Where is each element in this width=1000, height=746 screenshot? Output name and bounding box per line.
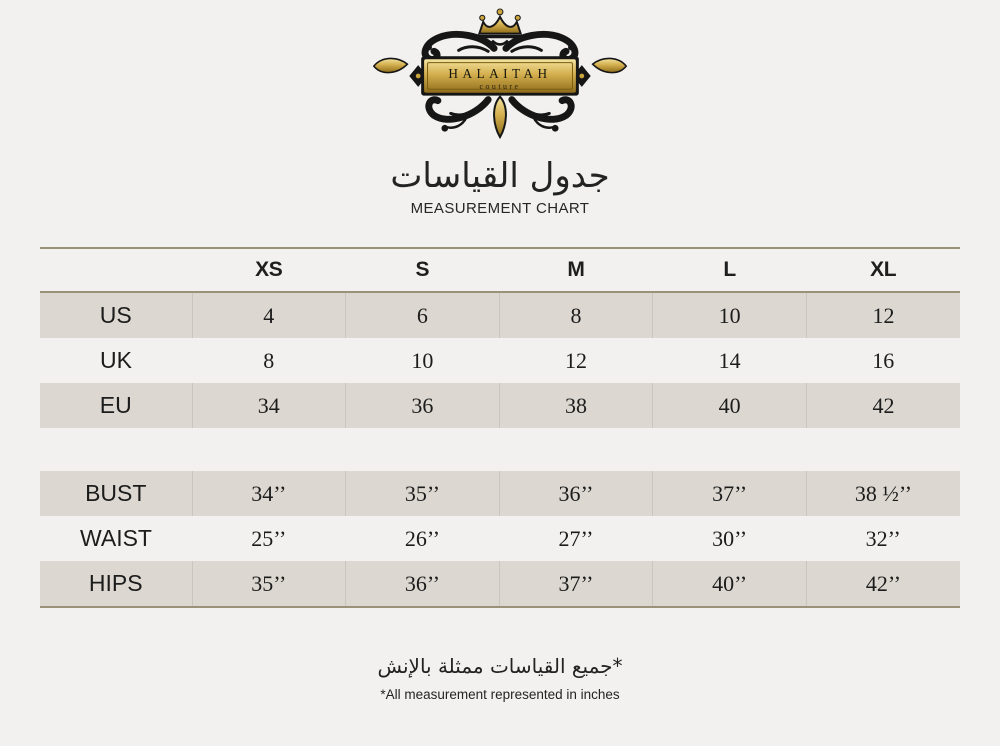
brand-logo: HALAITAH couture [0, 0, 1000, 147]
footnote-arabic: *جميع القياسات ممثلة بالإنش [377, 654, 623, 678]
lower-flourish-icon [425, 96, 575, 132]
crown-icon [477, 8, 523, 46]
cell-value: 37’’ [498, 561, 653, 608]
cell-value: 12 [564, 347, 587, 373]
table-row-us: US 4 6 8 10 12 [40, 292, 960, 338]
cell-value: 8 [263, 347, 275, 373]
measurement-table: XS S M L XL US 4 6 8 10 12 UK 8 10 12 14… [40, 247, 960, 608]
row-label: EU [99, 392, 132, 418]
logo-plaque: HALAITAH couture [421, 56, 579, 96]
size-header-xl: XL [806, 247, 960, 293]
row-label: UK [100, 347, 132, 373]
cell-value: 4 [191, 292, 346, 338]
halaitah-couture-logo-icon: HALAITAH couture [372, 8, 628, 140]
table-row-waist: WAIST 25’’ 26’’ 27’’ 30’’ 32’’ [40, 516, 960, 561]
cell-value: 14 [718, 347, 741, 373]
table-row-hips: HIPS 35’’ 36’’ 37’’ 40’’ 42’’ [40, 561, 960, 608]
row-label: US [99, 302, 132, 328]
size-header-row: XS S M L XL [40, 247, 960, 293]
footnote-english: *All measurement represented in inches [380, 687, 620, 702]
cell-value: 26’’ [404, 525, 440, 551]
cell-value: 40 [652, 383, 807, 428]
cell-value: 25’’ [251, 525, 287, 551]
table-row-uk: UK 8 10 12 14 16 [40, 338, 960, 383]
cell-value: 34’’ [191, 471, 346, 516]
logo-sub-text: couture [480, 82, 521, 91]
cell-value: 27’’ [558, 525, 594, 551]
size-header-m: M [499, 247, 653, 293]
cell-value: 38 [498, 383, 653, 428]
table-row-bust: BUST 34’’ 35’’ 36’’ 37’’ 38 ½’’ [40, 471, 960, 516]
cell-value: 10 [652, 292, 807, 338]
row-label: HIPS [40, 561, 192, 608]
size-header-empty-cell [40, 247, 192, 293]
cell-value: 6 [345, 292, 500, 338]
row-label: WAIST [80, 525, 152, 551]
cell-value: 38 ½’’ [805, 471, 960, 516]
size-header-xs: XS [192, 247, 346, 293]
cell-value: 34 [191, 383, 346, 428]
row-label: BUST [85, 480, 147, 506]
table-row-eu: EU 34 36 38 40 42 [40, 383, 960, 428]
page-title-english: MEASUREMENT CHART [410, 200, 590, 217]
cell-value: 30’’ [712, 525, 748, 551]
page-title-arabic: جدول القياسات [390, 156, 610, 196]
table-spacer-row [40, 428, 960, 471]
cell-value: 12 [805, 292, 960, 338]
cell-value: 42’’ [805, 561, 960, 608]
cell-value: 8 [498, 292, 653, 338]
size-header-s: S [345, 247, 500, 293]
cell-value: 35’’ [191, 561, 346, 608]
size-header-l: L [652, 247, 807, 293]
cell-value: 35’’ [345, 471, 500, 516]
cell-value: 36’’ [345, 561, 500, 608]
logo-brand-text: HALAITAH [448, 66, 551, 81]
cell-value: 40’’ [652, 561, 807, 608]
cell-value: 42 [805, 383, 960, 428]
cell-value: 37’’ [652, 471, 807, 516]
cell-value: 36’’ [498, 471, 653, 516]
tassel-leaf-icon [493, 95, 507, 140]
cell-value: 10 [411, 347, 434, 373]
cell-value: 16 [872, 347, 895, 373]
cell-value: 36 [345, 383, 500, 428]
cell-value: 32’’ [865, 525, 901, 551]
